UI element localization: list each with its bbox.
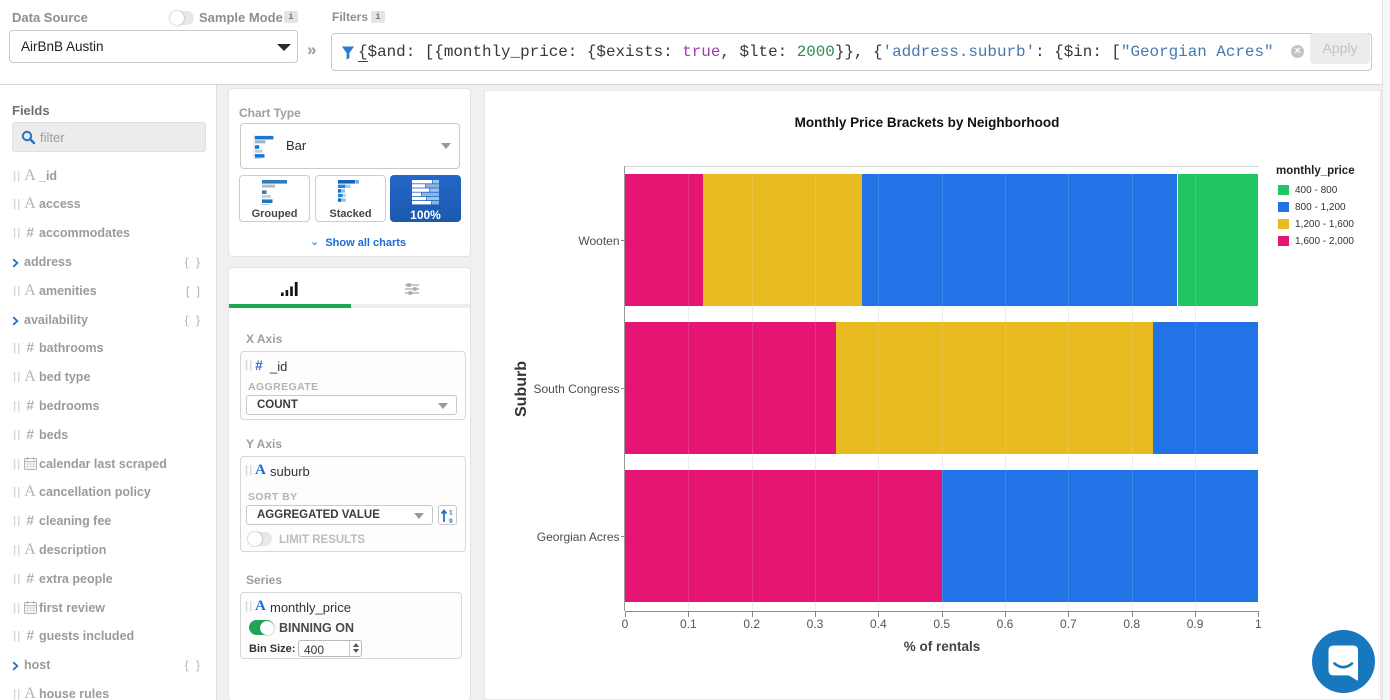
svg-text:1: 1 [449,510,453,517]
svg-text:9: 9 [449,518,453,524]
